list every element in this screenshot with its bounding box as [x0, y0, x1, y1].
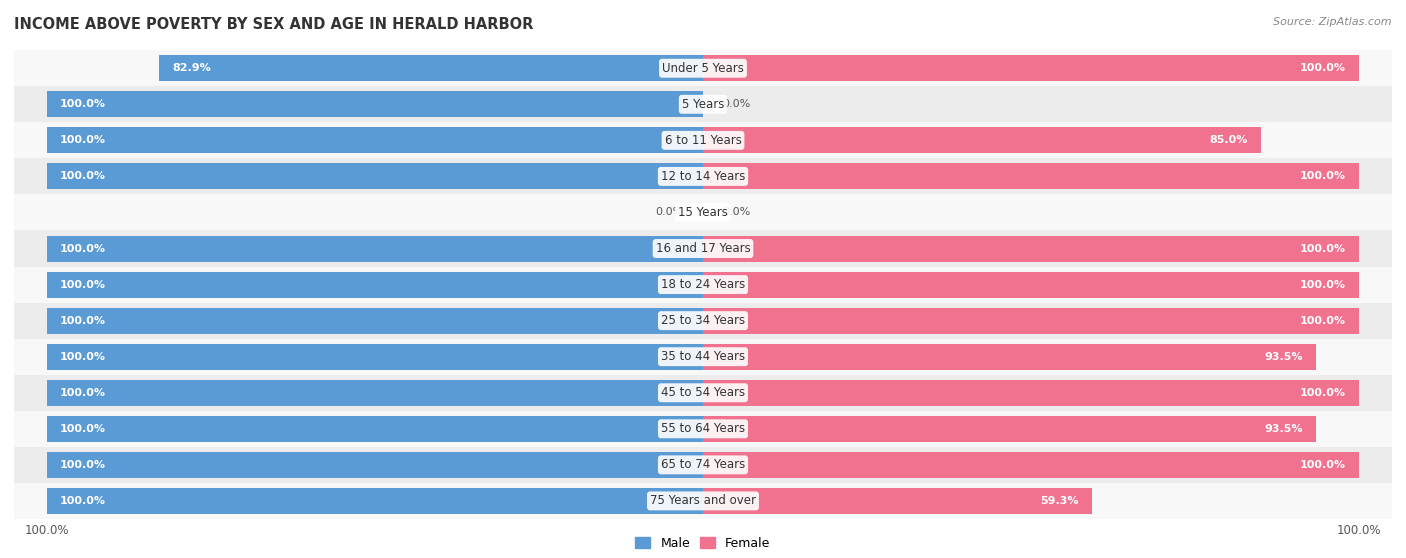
Bar	[14, 122, 1392, 158]
Text: 82.9%: 82.9%	[172, 63, 211, 73]
Text: 100.0%: 100.0%	[1301, 460, 1346, 470]
Text: 55 to 64 Years: 55 to 64 Years	[661, 422, 745, 435]
Text: 93.5%: 93.5%	[1265, 424, 1303, 434]
Text: 12 to 14 Years: 12 to 14 Years	[661, 170, 745, 183]
Bar	[46, 307, 703, 334]
Text: 100.0%: 100.0%	[60, 316, 105, 326]
Text: 100.0%: 100.0%	[60, 388, 105, 398]
Bar	[703, 127, 1261, 153]
Bar	[703, 235, 1360, 262]
Bar	[14, 50, 1392, 86]
Text: 0.0%: 0.0%	[655, 208, 683, 218]
Text: 100.0%: 100.0%	[60, 352, 105, 362]
Text: 5 Years: 5 Years	[682, 98, 724, 111]
Text: 15 Years: 15 Years	[678, 206, 728, 219]
Text: 100.0%: 100.0%	[60, 243, 105, 253]
Bar	[14, 411, 1392, 447]
Bar	[14, 158, 1392, 194]
Bar	[46, 488, 703, 514]
Bar	[46, 344, 703, 369]
Legend: Male, Female: Male, Female	[630, 532, 776, 555]
Bar	[46, 416, 703, 442]
Bar	[46, 163, 703, 189]
Text: 0.0%: 0.0%	[723, 99, 751, 109]
Text: 100.0%: 100.0%	[60, 280, 105, 290]
Text: 59.3%: 59.3%	[1040, 496, 1078, 506]
Bar	[46, 235, 703, 262]
Bar	[46, 452, 703, 478]
Text: 0.0%: 0.0%	[723, 208, 751, 218]
Text: INCOME ABOVE POVERTY BY SEX AND AGE IN HERALD HARBOR: INCOME ABOVE POVERTY BY SEX AND AGE IN H…	[14, 17, 533, 32]
Text: 16 and 17 Years: 16 and 17 Years	[655, 242, 751, 255]
Bar	[14, 375, 1392, 411]
Bar	[703, 55, 1360, 81]
Bar	[14, 194, 1392, 230]
Text: Source: ZipAtlas.com: Source: ZipAtlas.com	[1274, 17, 1392, 27]
Text: 25 to 34 Years: 25 to 34 Years	[661, 314, 745, 327]
Bar	[703, 307, 1360, 334]
Bar	[14, 447, 1392, 483]
Text: 100.0%: 100.0%	[1301, 171, 1346, 181]
Bar	[46, 92, 703, 117]
Bar	[703, 344, 1316, 369]
Bar	[159, 55, 703, 81]
Text: 100.0%: 100.0%	[60, 171, 105, 181]
Text: 45 to 54 Years: 45 to 54 Years	[661, 386, 745, 399]
Text: 35 to 44 Years: 35 to 44 Years	[661, 350, 745, 363]
Bar	[703, 416, 1316, 442]
Bar	[14, 230, 1392, 267]
Text: 75 Years and over: 75 Years and over	[650, 494, 756, 507]
Text: 100.0%: 100.0%	[1301, 280, 1346, 290]
Bar	[46, 272, 703, 297]
Bar	[14, 267, 1392, 302]
Bar	[14, 483, 1392, 519]
Text: 100.0%: 100.0%	[1301, 63, 1346, 73]
Bar	[14, 339, 1392, 375]
Text: 100.0%: 100.0%	[60, 424, 105, 434]
Text: 100.0%: 100.0%	[1301, 243, 1346, 253]
Bar	[14, 302, 1392, 339]
Text: 100.0%: 100.0%	[60, 496, 105, 506]
Text: 100.0%: 100.0%	[60, 99, 105, 109]
Bar	[46, 380, 703, 406]
Text: 85.0%: 85.0%	[1209, 136, 1247, 145]
Text: 6 to 11 Years: 6 to 11 Years	[665, 134, 741, 147]
Bar	[46, 127, 703, 153]
Text: 18 to 24 Years: 18 to 24 Years	[661, 278, 745, 291]
Text: 100.0%: 100.0%	[60, 460, 105, 470]
Text: 100.0%: 100.0%	[1301, 388, 1346, 398]
Text: 100.0%: 100.0%	[60, 136, 105, 145]
Bar	[703, 163, 1360, 189]
Text: Under 5 Years: Under 5 Years	[662, 62, 744, 75]
Bar	[14, 86, 1392, 122]
Bar	[703, 488, 1092, 514]
Text: 65 to 74 Years: 65 to 74 Years	[661, 458, 745, 472]
Bar	[703, 380, 1360, 406]
Text: 100.0%: 100.0%	[1301, 316, 1346, 326]
Text: 93.5%: 93.5%	[1265, 352, 1303, 362]
Bar	[703, 452, 1360, 478]
Bar	[703, 272, 1360, 297]
